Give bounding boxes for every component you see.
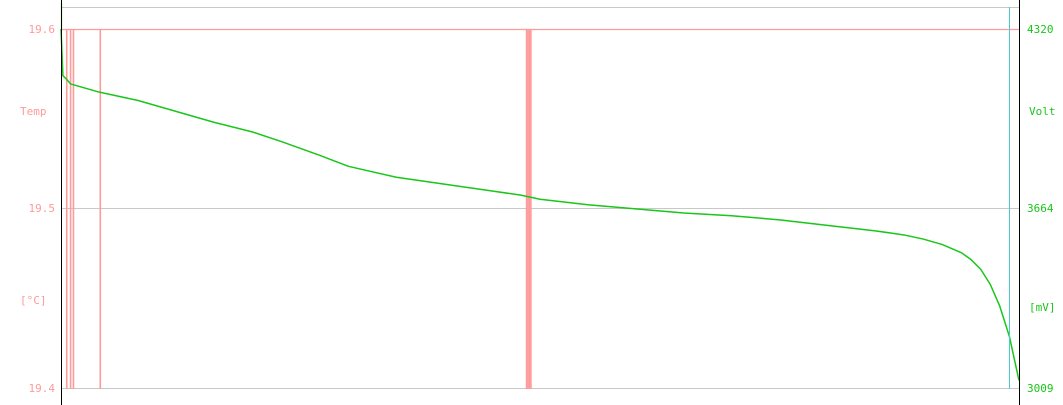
grid-lines	[61, 7, 1019, 389]
left-tick-top: 19.6	[29, 23, 56, 36]
left-axis-unit: [°C]	[20, 294, 47, 307]
plot-frame	[61, 0, 1020, 405]
volt-line	[60, 28, 1020, 381]
right-tick-mid: 3664	[1027, 202, 1054, 215]
left-tick-mid: 19.5	[29, 202, 56, 215]
left-axis-label: Temp	[20, 105, 47, 118]
right-tick-top: 4320	[1027, 23, 1054, 36]
right-tick-bottom: 3009	[1027, 382, 1054, 395]
right-axis-unit: [mV]	[1029, 301, 1056, 314]
plot-area-background	[61, 7, 1019, 389]
temperature-series	[61, 28, 1019, 389]
right-axis-label: Volt	[1029, 105, 1056, 118]
left-tick-bottom: 19.4	[29, 382, 56, 395]
